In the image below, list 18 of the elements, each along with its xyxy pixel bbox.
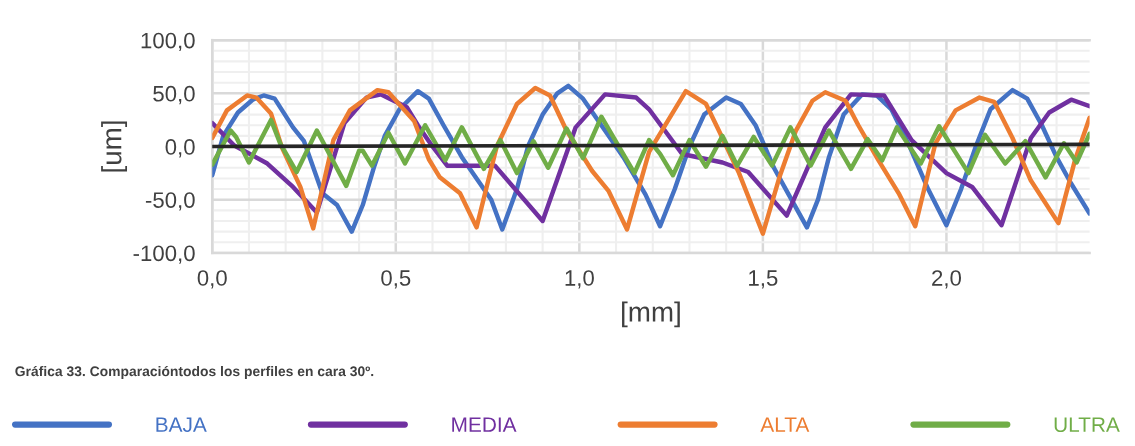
x-tick-label: 1,5 bbox=[749, 270, 778, 289]
x-axis-title: [mm] bbox=[622, 301, 680, 328]
y-tick-label: -100,0 bbox=[133, 245, 195, 264]
line-series bbox=[212, 114, 1090, 189]
x-tick-label: 2,0 bbox=[932, 270, 962, 289]
y-tick-label: -50,0 bbox=[145, 192, 195, 211]
x-tick-label: 1,0 bbox=[565, 270, 594, 289]
x-tick-label: 0,5 bbox=[381, 270, 411, 289]
y-tick-label: 0,0 bbox=[165, 139, 195, 158]
y-tick-label: 50,0 bbox=[153, 85, 195, 105]
y-axis-title: [um] bbox=[101, 121, 128, 172]
legend-label: MEDIA bbox=[452, 417, 517, 432]
legend-label: ULTRA bbox=[1054, 417, 1120, 433]
x-tick-label: 0,0 bbox=[197, 270, 227, 289]
legend-label: BAJA bbox=[156, 417, 207, 433]
text: Gráfica 33. Comparacióntodos los perfiles en cara 30º. bbox=[15, 365, 374, 379]
legend-label: ALTA bbox=[760, 417, 810, 432]
y-tick-label: 100,0 bbox=[141, 32, 195, 52]
